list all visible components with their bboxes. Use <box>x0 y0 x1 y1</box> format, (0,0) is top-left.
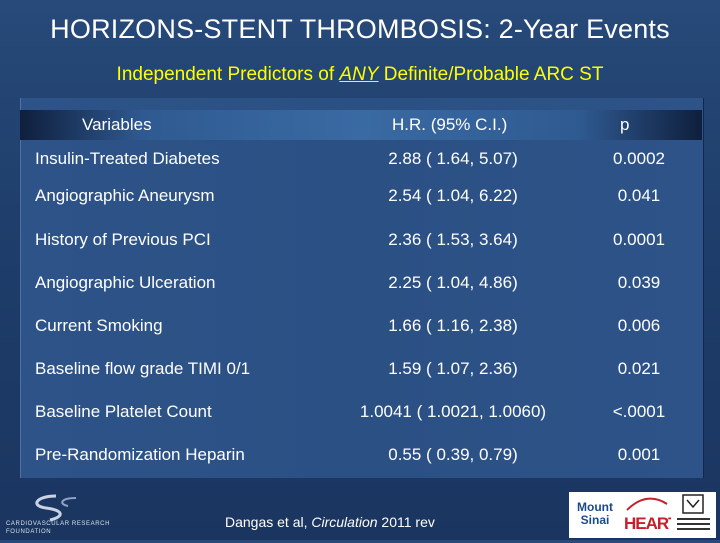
row-p-value: 0.021 <box>617 359 661 378</box>
crf-logo-text: CARDIOVASCULAR RESEARCH FOUNDATION <box>6 521 111 535</box>
table-row: Baseline flow grade TIMI 0/1 1.59 ( 1.07… <box>0 359 720 383</box>
heart-logo: HEART <box>621 492 679 538</box>
citation-authors: Dangas et al, <box>225 514 312 530</box>
mount-sinai-line1: Mount <box>577 500 613 514</box>
row-hazard-ratio: 1.0041 ( 1.0021, 1.0060) <box>359 402 547 421</box>
row-hazard-ratio: 1.59 ( 1.07, 2.36) <box>388 359 518 378</box>
row-variable: Angiographic Aneurysm <box>35 186 215 205</box>
row-p-value: <.0001 <box>612 402 666 421</box>
table-row: Insulin-Treated Diabetes 2.88 ( 1.64, 5.… <box>0 149 720 173</box>
row-variable: Insulin-Treated Diabetes <box>35 149 220 168</box>
row-p-value: 0.006 <box>617 316 661 335</box>
mount-sinai-line2: Sinai <box>580 513 610 527</box>
row-variable: Pre-Randomization Heparin <box>35 445 245 464</box>
subtitle-prefix: Independent Predictors of <box>116 64 340 85</box>
table-row: Current Smoking 1.66 ( 1.16, 2.38) 0.006 <box>0 316 720 340</box>
citation-year: 2011 rev <box>377 514 435 530</box>
slide-title: HORIZONS-STENT THROMBOSIS: 2-Year Events <box>50 14 670 44</box>
row-hazard-ratio: 2.25 ( 1.04, 4.86) <box>388 273 518 292</box>
table-row: Angiographic Aneurysm 2.54 ( 1.04, 6.22)… <box>0 186 720 210</box>
medical-school-logo <box>671 492 716 538</box>
row-p-value: 0.041 <box>617 186 661 205</box>
subtitle-suffix: Definite/Probable ARC ST <box>378 64 604 85</box>
mount-sinai-logo: Mount Sinai <box>569 492 621 538</box>
row-p-value: 0.001 <box>617 445 661 464</box>
citation-journal: Circulation <box>311 514 378 530</box>
citation: Dangas et al, Circulation 2011 rev <box>225 514 435 530</box>
crf-logo-icon <box>35 494 77 522</box>
subtitle-emphasis: ANY <box>339 64 379 85</box>
heart-logo-text: HEART <box>624 514 679 533</box>
row-hazard-ratio: 2.54 ( 1.04, 6.22) <box>388 186 518 205</box>
table-row: Baseline Platelet Count 1.0041 ( 1.0021,… <box>0 402 720 426</box>
row-hazard-ratio: 2.88 ( 1.64, 5.07) <box>388 149 518 168</box>
header-variables: Variables <box>82 115 152 134</box>
row-variable: Baseline Platelet Count <box>35 402 212 421</box>
row-p-value: 0.0002 <box>613 149 665 168</box>
table-row: History of Previous PCI 2.36 ( 1.53, 3.6… <box>0 230 720 254</box>
row-hazard-ratio: 2.36 ( 1.53, 3.64) <box>388 230 518 249</box>
heart-curve-icon <box>626 497 668 511</box>
table-header-row <box>20 110 702 140</box>
crest-icon <box>677 494 710 530</box>
table-row: Angiographic Ulceration 2.25 ( 1.04, 4.8… <box>0 273 720 297</box>
predictors-table <box>20 98 704 478</box>
row-hazard-ratio: 0.55 ( 0.39, 0.79) <box>388 445 518 464</box>
header-p-value: p <box>620 115 630 134</box>
row-p-value: 0.0001 <box>613 230 665 249</box>
row-p-value: 0.039 <box>617 273 661 292</box>
row-variable: History of Previous PCI <box>35 230 211 249</box>
header-hazard-ratio: H.R. (95% C.I.) <box>392 115 508 134</box>
row-variable: Current Smoking <box>35 316 163 335</box>
table-row: Pre-Randomization Heparin 0.55 ( 0.39, 0… <box>0 445 720 469</box>
row-variable: Baseline flow grade TIMI 0/1 <box>35 359 251 378</box>
slide-subtitle: Independent Predictors of ANY Definite/P… <box>0 64 720 86</box>
row-variable: Angiographic Ulceration <box>35 273 216 292</box>
row-hazard-ratio: 1.66 ( 1.16, 2.38) <box>388 316 518 335</box>
